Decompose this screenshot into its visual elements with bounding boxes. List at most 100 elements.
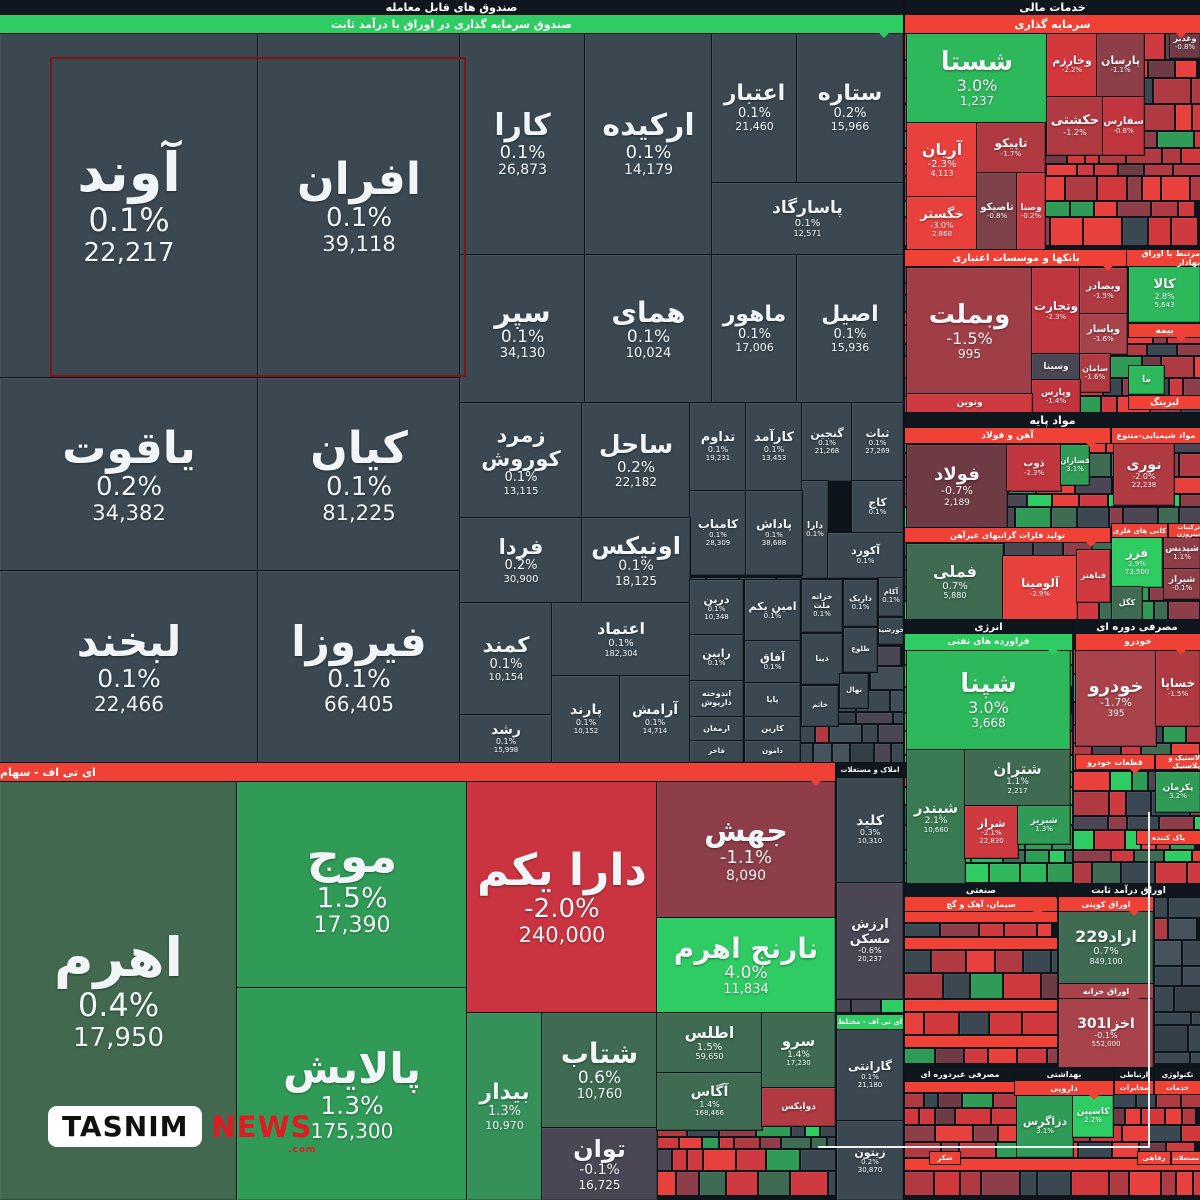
treemap-mini-tile[interactable] <box>1113 345 1146 355</box>
treemap-mini-tile[interactable] <box>812 1138 826 1148</box>
treemap-mini-tile[interactable] <box>1145 33 1164 59</box>
treemap-mini-tile[interactable] <box>1123 1126 1148 1141</box>
treemap-tile[interactable]: خورشید <box>879 618 903 644</box>
treemap-tile[interactable]: ماهور 0.1% 17,006 <box>712 255 797 403</box>
treemap-tile[interactable]: شستا 3.0% 1,237 <box>907 33 1047 123</box>
treemap-mini-tile[interactable] <box>1194 1172 1200 1195</box>
treemap-mini-tile[interactable] <box>1127 792 1150 815</box>
treemap-tile[interactable]: کلید 0.3% 10,310 <box>837 777 903 883</box>
treemap-mini-tile[interactable] <box>735 1138 759 1148</box>
treemap-mini-tile[interactable] <box>1145 165 1172 175</box>
treemap-mini-tile[interactable] <box>1183 941 1200 965</box>
treemap-mini-tile[interactable] <box>1193 851 1200 861</box>
treemap-tile[interactable]: کالا 2.8% 5,643 <box>1129 266 1200 322</box>
treemap-mini-tile[interactable] <box>863 725 877 742</box>
treemap-tile[interactable]: زیتون 0.2% 30,870 <box>837 1121 903 1200</box>
treemap-mini-tile[interactable] <box>905 1094 923 1107</box>
treemap-mini-tile[interactable] <box>905 924 939 936</box>
treemap-mini-tile[interactable] <box>905 1126 934 1141</box>
treemap-mini-tile[interactable] <box>838 713 855 723</box>
treemap-mini-tile[interactable] <box>1176 61 1196 77</box>
treemap-tile[interactable]: وبصادر -1.5% <box>1080 268 1127 314</box>
treemap-mini-tile[interactable] <box>727 1172 757 1195</box>
treemap-tile[interactable]: آفاق 0.1% <box>745 641 800 683</box>
treemap-mini-tile[interactable] <box>1144 132 1156 147</box>
treemap-mini-tile[interactable] <box>1128 177 1141 200</box>
treemap-tile[interactable]: پارسان -1.1% <box>1097 33 1144 97</box>
treemap-mini-tile[interactable] <box>851 744 873 762</box>
treemap-mini-tile[interactable] <box>1192 1013 1200 1024</box>
treemap-tile[interactable]: خساپا -1.5% <box>1156 650 1200 726</box>
treemap-tile[interactable]: فزر 2.9% 73,500 <box>1112 537 1162 587</box>
treemap-tile[interactable]: سفارس -0.8% <box>1103 97 1144 155</box>
treemap-tile[interactable]: دامون <box>745 741 800 762</box>
treemap-tile[interactable]: فیروزا 0.1% 66,405 <box>258 571 460 763</box>
treemap-mini-tile[interactable] <box>857 713 892 723</box>
treemap-tile[interactable]: لبخند 0.1% 22,466 <box>0 571 258 763</box>
treemap-tile[interactable]: دارا 0.1% <box>802 481 828 578</box>
treemap-mini-tile[interactable] <box>829 1172 835 1195</box>
treemap-mini-tile[interactable] <box>1122 863 1154 883</box>
treemap-mini-tile[interactable] <box>1109 817 1126 829</box>
treemap-mini-tile[interactable] <box>1095 202 1116 216</box>
treemap-mini-tile[interactable] <box>1181 495 1200 506</box>
treemap-tile[interactable]: ما <box>1129 366 1164 394</box>
treemap-mini-tile[interactable] <box>1076 397 1100 413</box>
treemap-mini-tile[interactable] <box>1155 1013 1190 1024</box>
treemap-mini-tile[interactable] <box>965 1049 987 1063</box>
treemap-tile[interactable]: اخزا301 -0.1% 552,000 <box>1059 998 1153 1068</box>
treemap-tile[interactable]: داریک 0.1% <box>844 580 877 626</box>
treemap-mini-tile[interactable] <box>801 1150 835 1170</box>
treemap-tile[interactable]: آرامش 0.1% 14,714 <box>620 676 690 763</box>
treemap-mini-tile[interactable] <box>1038 1172 1070 1195</box>
treemap-tile[interactable]: فملی 0.7% 5,880 <box>907 544 1003 620</box>
treemap-mini-tile[interactable] <box>830 725 861 742</box>
treemap-tile[interactable]: خگستر -3.0% 2,868 <box>907 197 977 250</box>
treemap-mini-tile[interactable] <box>974 1126 997 1141</box>
treemap-tile[interactable]: پاداش 0.1% 38,688 <box>746 491 802 575</box>
treemap-mini-tile[interactable] <box>1126 831 1140 849</box>
treemap-tile[interactable]: طلوع <box>844 628 877 672</box>
treemap-mini-tile[interactable] <box>1156 863 1186 883</box>
treemap-mini-tile[interactable] <box>1095 165 1117 175</box>
treemap-tile[interactable]: اراد229 0.7% 849,100 <box>1059 911 1153 984</box>
treemap-mini-tile[interactable] <box>961 1172 980 1195</box>
treemap-mini-tile[interactable] <box>960 1143 995 1157</box>
treemap-mini-tile[interactable] <box>925 1013 958 1034</box>
treemap-mini-tile[interactable] <box>1093 863 1120 883</box>
treemap-mini-tile[interactable] <box>1195 357 1200 377</box>
treemap-mini-tile[interactable] <box>688 1150 702 1170</box>
treemap-mini-tile[interactable] <box>720 1138 733 1148</box>
treemap-mini-tile[interactable] <box>1098 177 1126 200</box>
treemap-mini-tile[interactable] <box>1182 149 1200 163</box>
treemap-mini-tile[interactable] <box>875 744 890 762</box>
treemap-tile[interactable]: رابین 0.1% <box>690 635 743 681</box>
treemap-tile[interactable]: ونوین <box>907 394 1032 413</box>
treemap-mini-tile[interactable] <box>1102 397 1116 413</box>
treemap-mini-tile[interactable] <box>1099 558 1122 569</box>
treemap-mini-tile[interactable] <box>1162 1172 1175 1195</box>
treemap-tile[interactable]: ارکیده 0.1% 14,179 <box>585 33 712 255</box>
treemap-mini-tile[interactable] <box>1052 951 1057 972</box>
treemap-tile[interactable]: پالایش 1.3% 175,300 <box>237 988 467 1200</box>
treemap-mini-tile[interactable] <box>1119 165 1143 175</box>
treemap-tile[interactable]: فسازان 3.1% <box>1061 445 1089 485</box>
treemap-mini-tile[interactable] <box>960 1013 988 1034</box>
treemap-mini-tile[interactable] <box>1084 218 1121 245</box>
treemap-mini-tile[interactable] <box>905 974 942 998</box>
treemap-mini-tile[interactable] <box>704 1150 735 1170</box>
treemap-mini-tile[interactable] <box>680 1138 701 1148</box>
treemap-mini-tile[interactable] <box>1160 817 1193 829</box>
treemap-mini-tile[interactable] <box>1177 1172 1192 1195</box>
treemap-mini-tile[interactable] <box>1155 987 1173 1011</box>
treemap-mini-tile[interactable] <box>1106 1094 1135 1107</box>
treemap-mini-tile[interactable] <box>1048 864 1072 882</box>
treemap-mini-tile[interactable] <box>894 713 903 723</box>
treemap-tile[interactable]: نهال <box>840 674 868 708</box>
treemap-tile[interactable]: کامیاب 0.1% 28,309 <box>690 491 746 575</box>
treemap-mini-tile[interactable] <box>1135 851 1163 861</box>
treemap-mini-tile[interactable] <box>703 1138 718 1148</box>
treemap-tile[interactable]: پاسارگاد 0.1% 12,571 <box>712 183 903 255</box>
treemap-tile[interactable]: اصیل 0.1% 15,936 <box>797 255 903 403</box>
treemap-tile[interactable]: ارزش مسکن -0.6% 20,237 <box>837 883 903 999</box>
